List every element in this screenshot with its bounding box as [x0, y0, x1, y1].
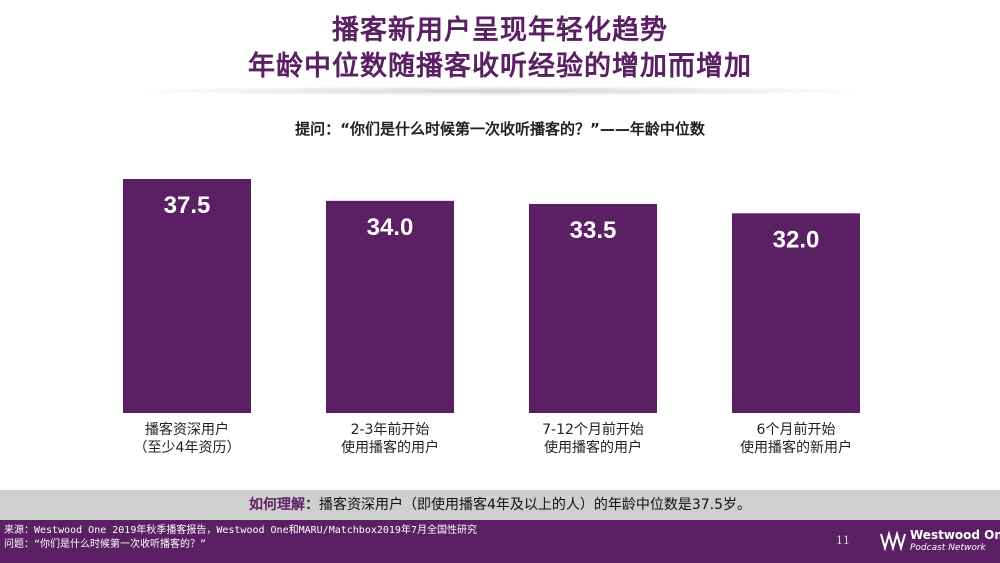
logo-name: Westwood One: [910, 528, 1000, 542]
bar-4: [732, 213, 860, 413]
logo-subtitle: Podcast Network: [910, 543, 986, 553]
title-line-1: 播客新用户呈现年轻化趋势: [332, 15, 668, 46]
page-number: 11: [836, 534, 850, 547]
bar-2: [326, 200, 454, 413]
category-label-1: 播客资深用户 （至少4年资历）: [87, 421, 287, 457]
category-label-3-line-2: 使用播客的用户: [544, 440, 642, 456]
category-label-4-line-2: 使用播客的新用户: [740, 440, 852, 456]
bar-value-label-3: 33.5: [570, 217, 617, 244]
category-label-3-line-1: 7-12个月前开始: [542, 422, 644, 438]
footer-bar: 来源：Westwood One 2019年秋季播客报告，Westwood One…: [0, 520, 1000, 563]
category-label-2: 2-3年前开始 使用播客的用户: [290, 421, 490, 457]
source-line-2: 问题：“你们是什么时候第一次收听播客的？”: [4, 539, 207, 550]
category-label-4-line-1: 6个月前开始: [756, 422, 836, 438]
category-label-1-line-1: 播客资深用户: [145, 422, 229, 438]
bar-value-label-2: 34.0: [367, 214, 414, 241]
category-label-2-line-2: 使用播客的用户: [341, 440, 439, 456]
insight-text: 播客资深用户（即使用播客4年及以上的人）的年龄中位数是37.5岁。: [318, 497, 752, 513]
bar-chart: 37.5 34.0 33.5 32.0: [123, 179, 860, 413]
source-line-1: 来源：Westwood One 2019年秋季播客报告，Westwood One…: [4, 525, 477, 536]
bar-1: [123, 179, 251, 413]
bar-value-label-1: 37.5: [164, 192, 211, 219]
category-label-3: 7-12个月前开始 使用播客的用户: [493, 421, 693, 457]
chart-question: 提问：“你们是什么时候第一次收听播客的？”——年龄中位数: [295, 120, 705, 138]
category-label-1-line-2: （至少4年资历）: [133, 440, 241, 456]
source-note: 来源：Westwood One 2019年秋季播客报告，Westwood One…: [4, 524, 477, 552]
category-label-4: 6个月前开始 使用播客的新用户: [696, 421, 896, 457]
podcast-wave-icon: [880, 531, 906, 551]
category-label-2-line-1: 2-3年前开始: [350, 422, 430, 438]
bar-value-label-4: 32.0: [773, 226, 820, 253]
bar-3: [529, 203, 657, 413]
insight-prefix: 如何理解：: [248, 497, 319, 513]
title-line-2: 年龄中位数随播客收听经验的增加而增加: [248, 51, 752, 82]
westwood-one-logo: Westwood One Podcast Network: [880, 526, 1000, 558]
title-divider-shadow: [120, 86, 880, 96]
insight-band: 如何理解：播客资深用户（即使用播客4年及以上的人）的年龄中位数是37.5岁。: [0, 490, 1000, 520]
